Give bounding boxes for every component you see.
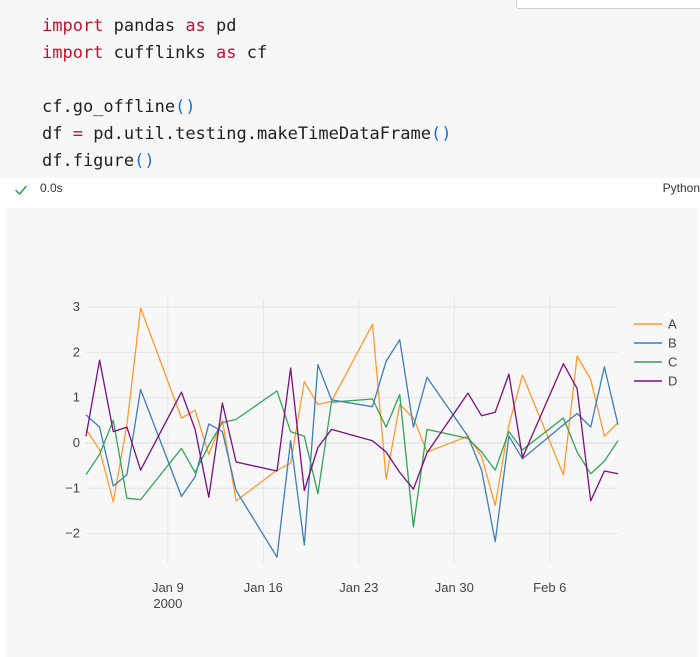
cell-status-bar bbox=[0, 178, 700, 202]
code-line-6: df.figure() bbox=[42, 148, 155, 175]
alias: cf bbox=[236, 43, 268, 63]
x-tick-label: Jan 16 bbox=[244, 580, 283, 595]
x-tick-label: Jan 23 bbox=[339, 580, 378, 595]
y-tick-label: −2 bbox=[65, 526, 80, 541]
legend-label-A: A bbox=[668, 317, 677, 332]
module-name: cufflinks bbox=[103, 43, 217, 63]
keyword: import bbox=[42, 43, 104, 63]
x-tick-label: Feb 6 bbox=[533, 580, 566, 595]
legend-label-B: B bbox=[668, 336, 677, 351]
code-line-2: import cufflinks as cf bbox=[42, 40, 267, 67]
code-cell[interactable]: import pandas as pd import cufflinks as … bbox=[0, 0, 700, 178]
function-call: cf.go_offline bbox=[42, 97, 176, 117]
y-tick-label: −1 bbox=[65, 480, 80, 495]
check-icon bbox=[15, 185, 27, 195]
variable: df bbox=[42, 124, 73, 144]
y-tick-label: 2 bbox=[73, 344, 80, 359]
code-line-4: cf.go_offline() bbox=[42, 94, 196, 121]
x-tick-sublabel: 2000 bbox=[153, 596, 182, 611]
y-tick-label: 1 bbox=[73, 390, 80, 405]
keyword: as bbox=[185, 16, 206, 36]
parens: () bbox=[134, 151, 155, 171]
cell-toolbar[interactable] bbox=[516, 0, 700, 9]
execution-time: 0.0s bbox=[40, 181, 63, 195]
legend-label-C: C bbox=[668, 355, 677, 370]
parens: () bbox=[430, 124, 452, 144]
alias: pd bbox=[205, 16, 237, 36]
legend-label-D: D bbox=[668, 374, 677, 389]
x-tick-label: Jan 30 bbox=[435, 580, 474, 595]
y-tick-label: 3 bbox=[73, 299, 80, 314]
operator: = bbox=[72, 124, 83, 144]
series-line-B bbox=[85, 339, 619, 558]
module-name: pandas bbox=[103, 16, 186, 36]
y-tick-label: 0 bbox=[73, 435, 80, 450]
function-call: df.figure bbox=[42, 151, 135, 171]
series-line-A bbox=[85, 307, 619, 507]
series-line-C bbox=[85, 390, 619, 528]
function-call: pd.util.testing.makeTimeDataFrame bbox=[82, 124, 431, 144]
x-tick-label: Jan 9 bbox=[152, 580, 184, 595]
output-cell: 3 2 1 0 −1 −2 Jan 9 2000 Jan 16 Jan 23 Jan 30 Feb 6… bbox=[6, 208, 698, 657]
series-line-D bbox=[85, 359, 619, 502]
code-line-1: import pandas as pd bbox=[42, 13, 237, 40]
keyword: import bbox=[42, 16, 104, 36]
code-line-5: df = pd.util.testing.makeTimeDataFrame() bbox=[42, 121, 451, 148]
keyword: as bbox=[216, 43, 237, 63]
kernel-language-button[interactable]: Python bbox=[662, 181, 700, 195]
parens: () bbox=[175, 97, 196, 117]
